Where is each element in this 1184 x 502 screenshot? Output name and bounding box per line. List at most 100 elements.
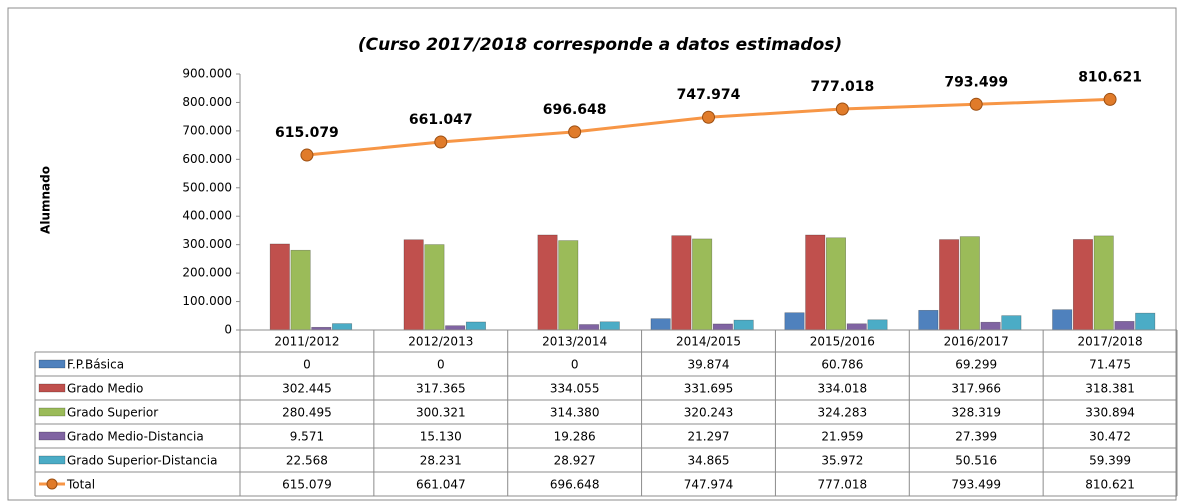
line-marker [835,102,849,116]
y-tick-label: 400.000 [182,209,232,223]
data-label: 793.499 [944,74,1008,90]
x-tick-label: 2014/2015 [676,335,741,349]
line-marker [568,125,582,139]
table-cell: 21.959 [821,430,863,444]
table-cell: 59.399 [1089,454,1131,468]
bar [980,321,1001,331]
table-cell: 300.321 [416,406,466,420]
y-tick-label: 500.000 [182,180,232,194]
line-marker [434,135,448,149]
x-tick-label: 2011/2012 [274,335,339,349]
table-cell: 9.571 [290,430,324,444]
table-cell: 777.018 [818,478,868,492]
bar [290,249,311,331]
legend-swatch [38,407,66,417]
table-cell: 317.365 [416,382,466,396]
y-tick-label: 800.000 [182,95,232,109]
bar [1114,321,1135,331]
table-cell: 696.648 [550,478,600,492]
table-cell: 324.283 [818,406,868,420]
legend-swatch [38,455,66,465]
bar [939,239,960,331]
table-cell: 334.018 [818,382,868,396]
legend-swatch [38,359,66,369]
x-tick-label: 2012/2013 [408,335,473,349]
chart-border [7,7,1177,501]
bar [1072,239,1093,331]
table-cell: 19.286 [554,430,596,444]
table-cell: 0 [303,358,311,372]
bar [465,321,486,331]
table-cell: 661.047 [416,478,466,492]
bar [805,234,826,331]
legend-swatch [38,431,66,441]
bar [650,318,671,331]
data-label: 747.974 [677,87,741,103]
table-cell: 28.927 [554,454,596,468]
chart-title: (Curso 2017/2018 corresponde a datos est… [358,35,842,55]
bar [784,312,805,331]
data-label: 661.047 [409,112,473,128]
legend-swatch [38,383,66,393]
bar [332,323,353,331]
table-cell: 22.568 [286,454,328,468]
y-tick-label: 300.000 [182,237,232,251]
y-axis-label: Alumnado [39,166,53,234]
bar [1001,315,1022,331]
bar [269,243,290,331]
y-tick-label: 700.000 [182,123,232,137]
table-cell: 35.972 [821,454,863,468]
data-label: 810.621 [1078,69,1142,85]
bar [733,319,754,331]
data-label: 615.079 [275,125,339,141]
line-marker [702,110,715,124]
table-cell: 21.297 [688,430,730,444]
bar [1052,309,1073,331]
table-cell: 0 [437,358,445,372]
table-cell: 314.380 [550,406,600,420]
y-tick-label: 200.000 [182,266,232,280]
bar [445,325,466,331]
line-marker [1103,92,1117,106]
line-marker [969,97,983,111]
legend-label: Grado Medio [67,382,143,396]
table-cell: 28.231 [420,454,462,468]
legend-label: Grado Superior [67,406,158,420]
bar [599,321,620,331]
x-tick-label: 2017/2018 [1078,335,1143,349]
legend-label: Total [66,478,95,492]
bar [918,309,939,331]
table-cell: 39.874 [688,358,730,372]
y-tick-label: 100.000 [182,294,232,308]
data-label: 696.648 [543,102,607,118]
bar [846,323,867,331]
table-cell: 331.695 [684,382,734,396]
line-marker [300,148,314,162]
bar [558,240,579,331]
table-cell: 15.130 [420,430,462,444]
table-cell: 747.974 [684,478,734,492]
x-tick-label: 2015/2016 [810,335,875,349]
table-cell: 71.475 [1089,358,1131,372]
bar [825,237,847,331]
y-tick-label: 0 [224,323,232,337]
table-cell: 30.472 [1089,430,1131,444]
bar [537,234,558,331]
table-cell: 615.079 [282,478,332,492]
bar [1093,235,1114,331]
table-cell: 334.055 [550,382,600,396]
table-cell: 793.499 [951,478,1001,492]
table-cell: 60.786 [821,358,863,372]
bar [403,239,424,331]
bar [671,235,692,331]
bar [959,236,980,331]
table-cell: 0 [571,358,579,372]
x-tick-label: 2016/2017 [944,335,1009,349]
table-cell: 69.299 [955,358,997,372]
table-cell: 810.621 [1085,478,1135,492]
table-cell: 280.495 [282,406,332,420]
table-cell: 317.966 [951,382,1001,396]
table-cell: 330.894 [1085,406,1135,420]
bar [1135,312,1156,331]
